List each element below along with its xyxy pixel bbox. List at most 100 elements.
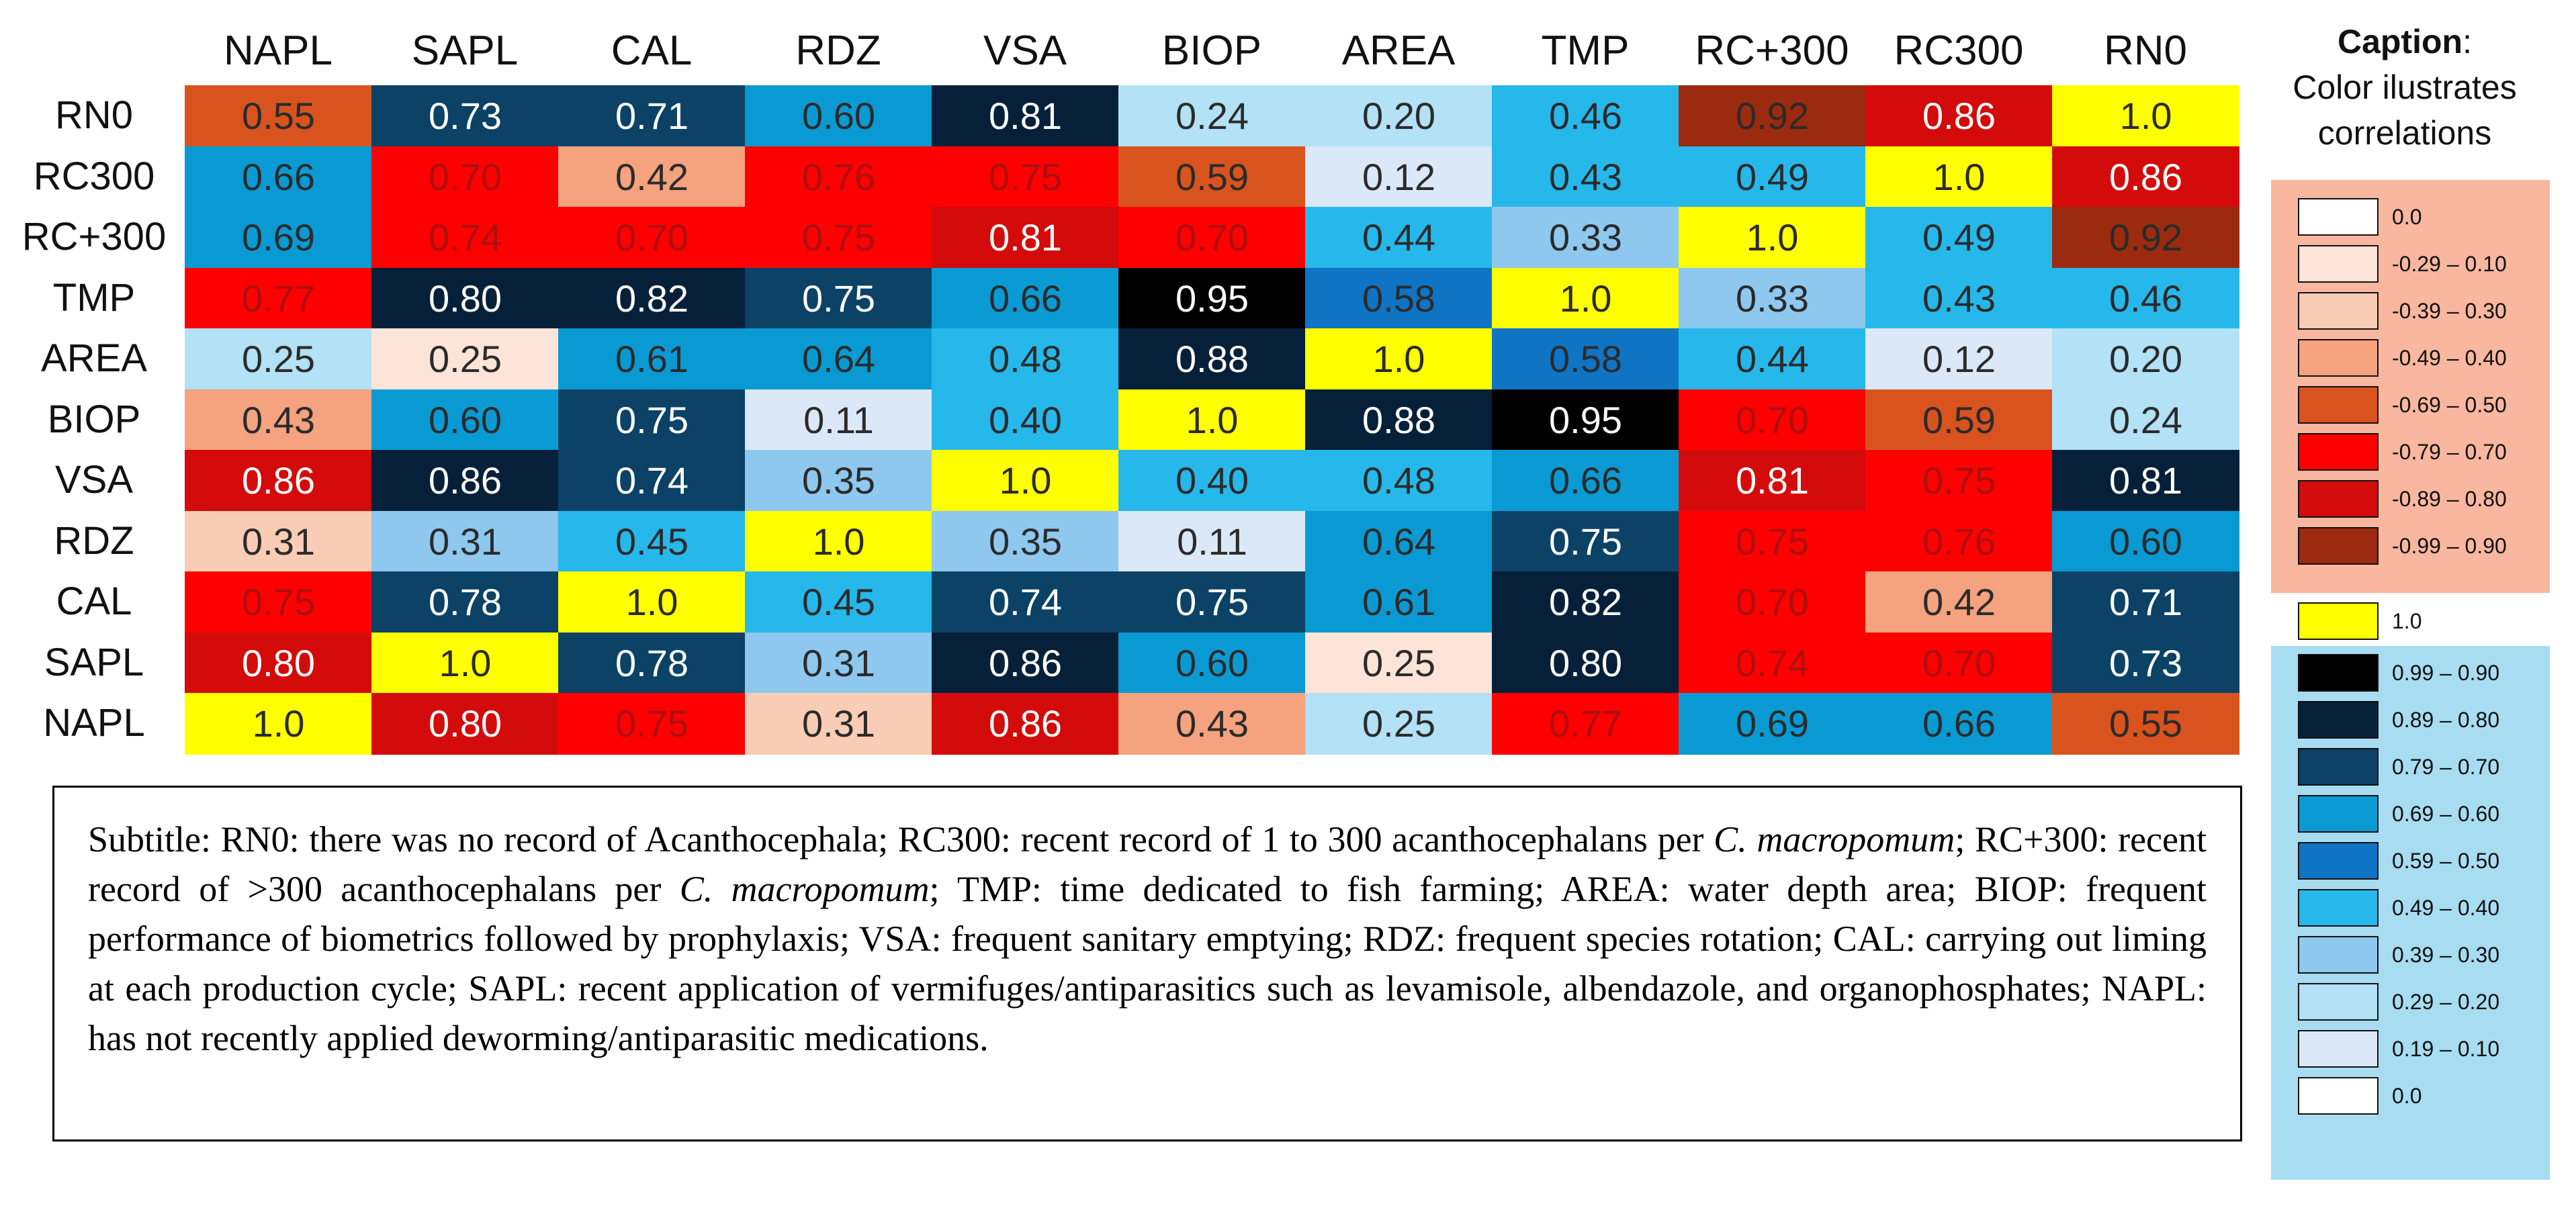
heatmap-cell: 0.25 — [1305, 693, 1493, 755]
heatmap-cell: 1.0 — [1492, 267, 1679, 329]
heatmap-cell: 0.69 — [1679, 693, 1866, 755]
legend-label: 0.29 – 0.20 — [2392, 990, 2500, 1014]
legend-caption-line-1: Color ilustrates — [2293, 68, 2517, 106]
heatmap-cell: 0.75 — [1865, 450, 2053, 512]
heatmap-cell: 0.60 — [371, 389, 559, 451]
column-label: AREA — [1341, 28, 1456, 74]
heatmap-cell: 0.80 — [371, 693, 559, 755]
legend-caption-line-2: correlations — [2317, 114, 2492, 152]
heatmap-cell: 0.45 — [745, 571, 932, 633]
heatmap-cell: 0.66 — [1492, 450, 1679, 512]
legend-caption-title: Caption: — [2270, 19, 2539, 64]
legend-swatch — [2298, 748, 2379, 786]
heatmap-cell: 0.60 — [1118, 632, 1306, 694]
subtitle-part-1: Subtitle: RN0: there was no record of Ac… — [88, 819, 1714, 859]
row-label: VSA — [54, 458, 134, 502]
legend-item-positive: 0.0 — [2271, 1076, 2550, 1116]
legend-label: 0.99 – 0.90 — [2392, 661, 2500, 685]
heatmap-cell: 0.58 — [1492, 328, 1679, 390]
heatmap-cell: 0.66 — [932, 267, 1119, 329]
heatmap-cell: 0.70 — [558, 207, 746, 269]
heatmap-cell: 0.86 — [932, 693, 1119, 755]
legend-item-positive: 0.99 – 0.90 — [2271, 653, 2550, 693]
legend-swatch — [2298, 339, 2379, 377]
heatmap-cell: 0.43 — [1492, 146, 1679, 207]
column-label: NAPL — [224, 28, 332, 74]
heatmap-cell: 0.71 — [2052, 571, 2239, 633]
column-label: VSA — [983, 28, 1067, 74]
heatmap-cell: 0.31 — [185, 510, 372, 572]
row-label: RC300 — [33, 154, 155, 198]
heatmap-cell: 0.35 — [745, 450, 932, 512]
heatmap-cell: 0.45 — [558, 510, 746, 572]
heatmap-cell: 0.75 — [558, 693, 746, 755]
legend-swatch — [2298, 1030, 2379, 1068]
heatmap-cell: 0.43 — [185, 389, 372, 451]
heatmap-cell: 1.0 — [1118, 389, 1306, 451]
heatmap-cell: 0.80 — [185, 632, 372, 694]
legend-item-negative: -0.39 – 0.30 — [2271, 291, 2550, 331]
heatmap-cell: 0.75 — [1679, 510, 1866, 572]
row-label: RC+300 — [21, 215, 167, 259]
heatmap-cell: 1.0 — [932, 450, 1119, 512]
heatmap-cell: 0.77 — [1492, 693, 1679, 755]
column-label: RN0 — [2103, 28, 2188, 74]
heatmap-cell: 0.70 — [371, 146, 559, 207]
heatmap-cell: 0.60 — [745, 85, 932, 147]
heatmap-cell: 0.92 — [1679, 85, 1866, 147]
heatmap-cell: 1.0 — [2052, 85, 2239, 147]
legend-swatch — [2298, 602, 2379, 640]
row-label: TMP — [52, 275, 136, 320]
legend-label: -0.39 – 0.30 — [2392, 299, 2507, 323]
heatmap-cell: 0.95 — [1118, 267, 1306, 329]
heatmap-cell: 0.82 — [558, 267, 746, 329]
heatmap-cell: 0.25 — [1305, 632, 1493, 694]
legend-swatch — [2298, 245, 2379, 283]
heatmap-cell: 0.24 — [1118, 85, 1306, 147]
heatmap-cell: 0.58 — [1305, 267, 1493, 329]
heatmap-cell: 0.11 — [745, 389, 932, 451]
heatmap-cell: 0.60 — [2052, 510, 2239, 572]
heatmap-cell: 0.70 — [1679, 389, 1866, 451]
heatmap-cell: 1.0 — [558, 571, 746, 633]
heatmap-cell: 0.20 — [2052, 328, 2239, 390]
column-label: RC+300 — [1695, 28, 1849, 74]
legend-item-positive: 0.89 – 0.80 — [2271, 700, 2550, 740]
legend-label: -0.69 – 0.50 — [2392, 393, 2507, 417]
heatmap-cell: 0.55 — [185, 85, 372, 147]
legend-label: -0.79 – 0.70 — [2392, 440, 2507, 464]
heatmap-cell: 0.86 — [2052, 146, 2239, 207]
heatmap-cell: 0.33 — [1679, 267, 1866, 329]
legend-label: 0.79 – 0.70 — [2392, 755, 2500, 779]
legend-swatch — [2298, 1077, 2379, 1115]
legend-item-negative: -0.89 – 0.80 — [2271, 479, 2550, 519]
legend-swatch — [2298, 527, 2379, 565]
legend-item-positive: 0.49 – 0.40 — [2271, 888, 2550, 928]
legend-positive-panel: 0.99 – 0.90 0.89 – 0.80 0.79 – 0.70 0.69 – … — [2271, 646, 2550, 1180]
column-label: CAL — [611, 28, 693, 74]
legend-item-positive: 0.39 – 0.30 — [2271, 935, 2550, 975]
legend-label: 1.0 — [2392, 609, 2422, 633]
heatmap-cell: 0.59 — [1865, 389, 2053, 451]
column-label: TMP — [1541, 28, 1630, 74]
legend-caption-colon: : — [2462, 23, 2472, 60]
row-label: RN0 — [54, 93, 134, 137]
heatmap-cell: 1.0 — [1679, 207, 1866, 269]
heatmap-cell: 0.81 — [932, 85, 1119, 147]
legend-label: 0.0 — [2392, 1084, 2422, 1108]
heatmap-cell: 0.25 — [185, 328, 372, 390]
heatmap-cell: 0.61 — [558, 328, 746, 390]
legend-label: -0.49 – 0.40 — [2392, 346, 2507, 370]
column-label: BIOP — [1161, 28, 1262, 74]
heatmap-cell: 0.24 — [2052, 389, 2239, 451]
heatmap-cell: 0.48 — [1305, 450, 1493, 512]
heatmap-cell: 0.73 — [2052, 632, 2239, 694]
heatmap-cell: 0.44 — [1679, 328, 1866, 390]
heatmap-cell: 0.92 — [2052, 207, 2239, 269]
heatmap-cell: 0.75 — [1118, 571, 1306, 633]
heatmap-cell: 0.40 — [1118, 450, 1306, 512]
heatmap-cell: 0.61 — [1305, 571, 1493, 633]
subtitle-box: Subtitle: RN0: there was no record of Ac… — [52, 786, 2242, 1141]
heatmap-cell: 0.75 — [745, 207, 932, 269]
legend-label: 0.89 – 0.80 — [2392, 708, 2500, 732]
